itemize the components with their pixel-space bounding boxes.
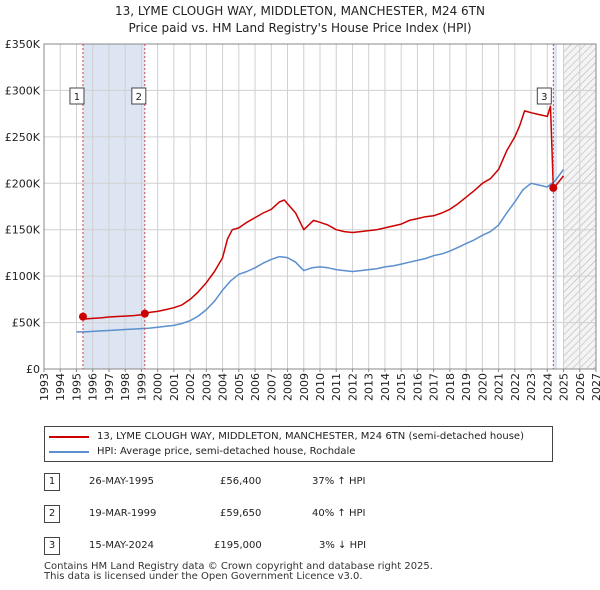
transaction-number: 3 <box>44 537 60 555</box>
transaction-hpi: 37% ↑ HPI <box>312 476 366 487</box>
x-tick-label: 2027 <box>590 373 600 401</box>
x-tick-label: 2024 <box>541 373 554 401</box>
transaction-price: £56,400 <box>220 476 262 487</box>
annotation-box <box>536 87 552 105</box>
x-tick-label: 2023 <box>525 373 538 401</box>
y-tick-label: £150K <box>5 224 41 237</box>
transaction-date: 15-MAY-2024 <box>89 540 155 551</box>
x-tick-label: 2009 <box>298 373 311 401</box>
legend-item-hpi: HPI: Average price, semi-detached house,… <box>49 445 355 459</box>
x-tick-label: 1998 <box>119 373 132 401</box>
x-tick-label: 2003 <box>200 373 213 401</box>
y-tick-label: £350K <box>5 38 41 51</box>
x-tick-label: 2005 <box>233 373 246 401</box>
x-tick-label: 2011 <box>330 373 343 401</box>
x-tick-label: 1997 <box>103 373 116 401</box>
transaction-date: 26-MAY-1995 <box>89 476 155 487</box>
chart-subtitle: Price paid vs. HM Land Registry's House … <box>128 21 472 35</box>
x-tick-label: 1996 <box>87 373 100 401</box>
x-tick-label: 2015 <box>395 373 408 401</box>
transaction-price: £195,000 <box>214 540 262 551</box>
annotation-label: 3 <box>541 92 547 103</box>
x-tick-label: 2007 <box>265 373 278 401</box>
x-tick-label: 2018 <box>444 373 457 401</box>
chart-legend: 13, LYME CLOUGH WAY, MIDDLETON, MANCHEST… <box>44 426 553 462</box>
x-tick-label: 2021 <box>493 373 506 401</box>
legend-swatch-property <box>49 436 89 438</box>
series-line-hpi <box>76 168 565 333</box>
footer-licence: This data is licensed under the Open Gov… <box>44 571 363 582</box>
annotation-box <box>69 87 85 105</box>
y-tick-label: £200K <box>5 177 41 190</box>
x-tick-label: 1999 <box>135 373 148 401</box>
x-tick-label: 2022 <box>509 373 522 401</box>
y-tick-label: £250K <box>5 131 41 144</box>
annotation-box <box>131 87 147 105</box>
x-tick-label: 2004 <box>217 373 230 401</box>
y-tick-label: £300K <box>5 84 41 97</box>
x-tick-label: 2000 <box>152 373 165 401</box>
x-tick-label: 2013 <box>363 373 376 401</box>
transaction-price: £59,650 <box>220 508 262 519</box>
annotation-label: 2 <box>136 92 142 103</box>
shaded-range <box>553 44 558 369</box>
transaction-hpi: 3% ↓ HPI <box>319 540 367 551</box>
x-tick-label: 2002 <box>184 373 197 401</box>
x-tick-label: 2025 <box>558 373 571 401</box>
y-tick-label: £50K <box>12 317 41 330</box>
sale-point <box>549 183 558 192</box>
x-tick-label: 2010 <box>314 373 327 401</box>
transaction-hpi: 40% ↑ HPI <box>312 508 366 519</box>
y-tick-label: £100K <box>5 270 41 283</box>
sale-point <box>78 312 87 321</box>
transaction-number: 2 <box>44 505 60 523</box>
annotation-label: 1 <box>74 92 80 103</box>
x-tick-label: 2016 <box>411 373 424 401</box>
x-tick-label: 2001 <box>168 373 181 401</box>
legend-label-hpi: HPI: Average price, semi-detached house,… <box>97 446 356 457</box>
x-tick-label: 1993 <box>38 373 51 401</box>
transaction-date: 19-MAR-1999 <box>89 508 157 519</box>
x-tick-label: 1994 <box>54 373 67 401</box>
x-tick-label: 2014 <box>379 373 392 401</box>
legend-swatch-hpi <box>49 451 89 453</box>
y-tick-label: £0 <box>26 363 40 376</box>
chart-title: 13, LYME CLOUGH WAY, MIDDLETON, MANCHEST… <box>115 4 485 18</box>
x-tick-label: 2019 <box>460 373 473 401</box>
series-line-property <box>82 105 565 320</box>
legend-label-property: 13, LYME CLOUGH WAY, MIDDLETON, MANCHEST… <box>97 431 524 442</box>
sale-point <box>140 309 149 318</box>
transaction-number: 1 <box>44 473 60 491</box>
price-chart: £0 £50K £100K £150K £200K £250K £300K £350K 1993… <box>5 38 600 401</box>
x-tick-label: 2008 <box>282 373 295 401</box>
x-tick-label: 1995 <box>70 373 83 401</box>
x-tick-label: 2017 <box>428 373 441 401</box>
footer-copyright: Contains HM Land Registry data © Crown c… <box>44 561 433 572</box>
legend-item-property: 13, LYME CLOUGH WAY, MIDDLETON, MANCHEST… <box>49 430 524 444</box>
x-tick-label: 2020 <box>476 373 489 401</box>
x-tick-label: 2026 <box>574 373 587 401</box>
x-tick-label: 2012 <box>346 373 359 401</box>
x-tick-label: 2006 <box>249 373 262 401</box>
